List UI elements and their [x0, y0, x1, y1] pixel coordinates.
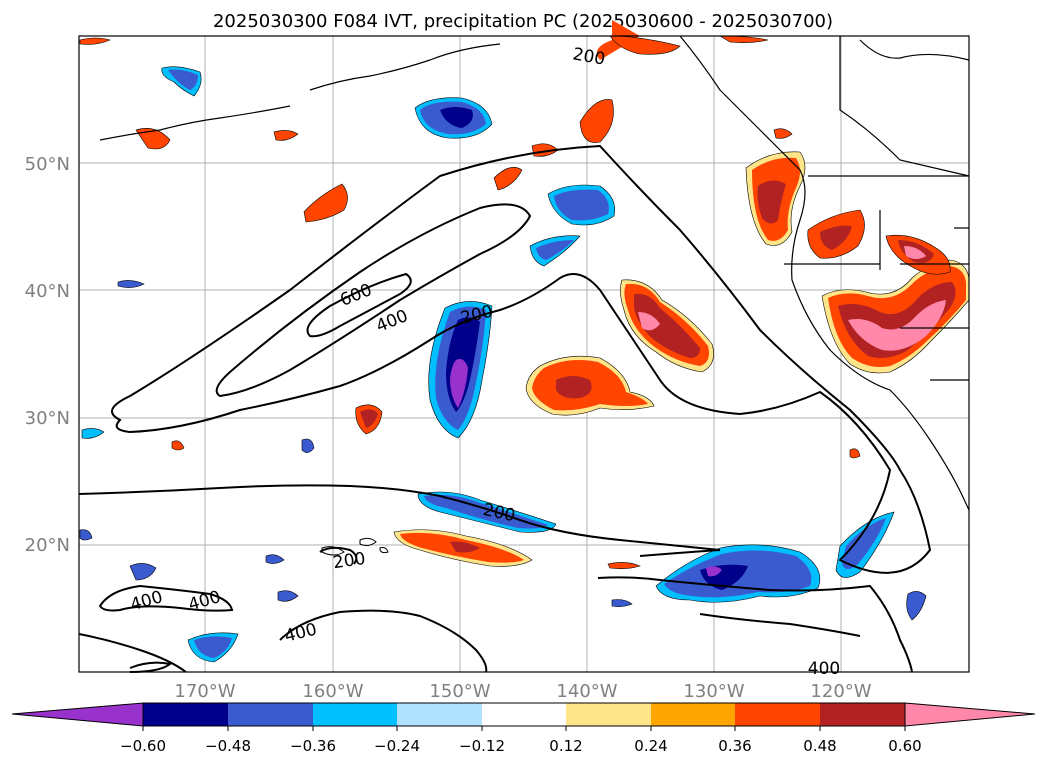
coastlines	[99, 35, 970, 511]
colorbar: −0.60 −0.48 −0.36 −0.24 −0.12 0.12 0.24 …	[11, 702, 1036, 755]
colorbar-segment	[397, 703, 482, 726]
lon-label: 130°W	[683, 681, 744, 702]
lon-labels: 170°W 160°W 150°W 140°W 130°W 120°W	[174, 681, 871, 702]
lat-label: 40°N	[25, 281, 70, 302]
map-border	[78, 35, 970, 673]
lat-label: 30°N	[25, 408, 70, 429]
colorbar-tick-label: 0.48	[803, 737, 836, 755]
lon-label: 160°W	[302, 681, 363, 702]
contour-400-sw	[98, 584, 234, 612]
contour-200-outer	[111, 144, 932, 574]
map-area: 200 600 400 200 200 200 400 400 400 400	[78, 20, 970, 679]
lon-label: 120°W	[810, 681, 871, 702]
positive-anomalies	[79, 20, 970, 569]
lat-label: 50°N	[25, 154, 70, 175]
lat-label: 20°N	[25, 535, 70, 556]
map-title: 2025030300 F084 IVT, precipitation PC (2…	[213, 11, 833, 32]
colorbar-segment	[313, 703, 397, 726]
colorbar-extend-left	[11, 702, 144, 727]
contour-200-sub	[78, 484, 721, 557]
colorbar-segment	[482, 703, 566, 726]
colorbar-tick-label: −0.48	[205, 737, 251, 755]
contour-label: 200	[332, 549, 367, 573]
lat-labels: 50°N 40°N 30°N 20°N	[25, 154, 70, 556]
lon-label: 170°W	[174, 681, 235, 702]
colorbar-tick-label: −0.24	[374, 737, 420, 755]
colorbar-tick-label: −0.60	[120, 737, 166, 755]
map-background	[79, 36, 969, 672]
colorbar-segment	[566, 703, 651, 726]
colorbar-segment	[143, 703, 228, 726]
colorbar-tick-label: −0.12	[459, 737, 505, 755]
colorbar-tick-label: 0.12	[549, 737, 582, 755]
colorbar-tick-label: 0.24	[634, 737, 667, 755]
contour-sw-edge	[78, 633, 187, 673]
colorbar-segment	[820, 703, 905, 726]
contour-600	[306, 272, 412, 338]
contour-label: 400	[808, 659, 840, 679]
colorbar-tick-label: 0.60	[888, 737, 921, 755]
lon-label: 150°W	[429, 681, 490, 702]
colorbar-tick-label: 0.36	[718, 737, 751, 755]
colorbar-segment	[228, 703, 313, 726]
contour-200-se	[597, 576, 913, 673]
ivt-contours	[78, 144, 932, 673]
contour-400-s	[279, 609, 488, 673]
pos-blob-northwest-2	[303, 183, 348, 223]
colorbar-segment	[651, 703, 735, 726]
colorbar-segment	[735, 703, 820, 726]
islands	[321, 537, 389, 556]
lon-label: 140°W	[556, 681, 617, 702]
colorbar-tick-label: −0.36	[290, 737, 336, 755]
contour-400	[215, 203, 532, 398]
colorbar-extend-right	[904, 702, 1036, 727]
contour-200-sub2	[319, 546, 358, 565]
negative-anomalies	[79, 66, 927, 663]
